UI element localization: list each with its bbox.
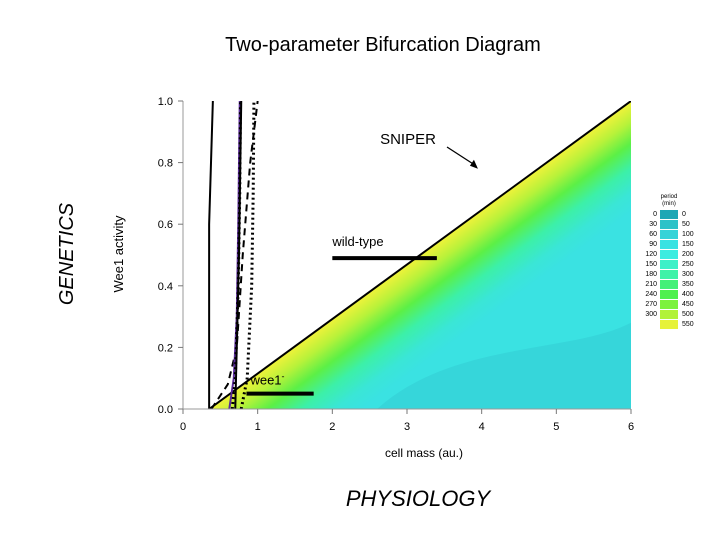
sniper-arrow-head — [469, 159, 478, 169]
x-tick-label: 0 — [180, 421, 186, 433]
legend-right-value: 50 — [682, 221, 690, 228]
legend-left-value: 60 — [649, 231, 657, 238]
x-axis-label: cell mass (au.) — [385, 446, 463, 460]
legend-swatch — [660, 240, 678, 249]
sniper-arrow-line — [446, 146, 477, 167]
legend-left-value: 240 — [645, 291, 657, 298]
legend-right-value: 550 — [682, 321, 694, 328]
legend-swatch — [660, 260, 678, 269]
x-tick-label: 3 — [404, 421, 410, 433]
legend-swatch — [660, 220, 678, 229]
legend-left-value: 90 — [649, 241, 657, 248]
y-axis-label: Wee1 activity — [111, 215, 126, 293]
y-tick-label: 0.8 — [158, 158, 173, 170]
bifurcation-curves — [208, 101, 259, 409]
bifurcation-curve-1 — [210, 101, 259, 409]
legend-title: period — [661, 194, 678, 200]
annotations: SNIPER — [380, 131, 478, 169]
legend-swatch — [660, 290, 678, 299]
y-tick-label: 0.4 — [158, 281, 173, 293]
genetics-label: GENETICS — [56, 202, 78, 305]
legend-left-value: 180 — [645, 271, 657, 278]
y-tick-label: 0.6 — [158, 219, 173, 231]
legend-left-value: 30 — [649, 221, 657, 228]
legend-right-value: 100 — [682, 231, 694, 238]
physiology-label: PHYSIOLOGY — [346, 486, 492, 511]
legend-left-value: 270 — [645, 301, 657, 308]
marker-label: wild-type — [331, 234, 383, 249]
chart-title: Two-parameter Bifurcation Diagram — [225, 34, 541, 56]
legend-swatch — [660, 210, 678, 219]
legend-left-value: 120 — [645, 251, 657, 258]
axis-ticks: 0 1 2 3 4 5 6 0.0 0.2 0.4 0.6 0.8 1.0 — [158, 96, 634, 433]
legend-right-value: 350 — [682, 281, 694, 288]
sniper-curve — [208, 101, 631, 409]
x-tick-label: 2 — [329, 421, 335, 433]
legend-swatch — [660, 300, 678, 309]
legend-left-value: 300 — [645, 311, 657, 318]
sniper-label: SNIPER — [380, 131, 436, 148]
legend-swatch — [660, 270, 678, 279]
legend-right-value: 500 — [682, 311, 694, 318]
x-tick-label: 1 — [255, 421, 261, 433]
plot-area — [183, 101, 631, 409]
legend-left-value: 150 — [645, 261, 657, 268]
legend-title: (min) — [662, 201, 676, 207]
legend-left-value: 210 — [645, 281, 657, 288]
legend-swatch — [660, 280, 678, 289]
y-tick-label: 0.0 — [158, 404, 173, 416]
condition-markers: wild-type wee1- — [246, 234, 437, 396]
legend-right-value: 300 — [682, 271, 694, 278]
y-tick-label: 0.2 — [158, 342, 173, 354]
legend-swatch — [660, 250, 678, 259]
x-tick-label: 4 — [479, 421, 485, 433]
legend-left-value: 0 — [653, 211, 657, 218]
long-period-shade — [377, 322, 631, 409]
marker-label: wee1- — [249, 372, 284, 388]
period-legend: period(min) 0 30 60 90 120 150 180 210 240 270 300 0… — [645, 194, 694, 329]
bifurcation-curve-5 — [234, 101, 243, 409]
legend-swatch — [660, 230, 678, 239]
legend-right-value: 200 — [682, 251, 694, 258]
axes: 0 1 2 3 4 5 6 0.0 0.2 0.4 0.6 0.8 1.0 — [158, 96, 634, 433]
x-tick-label: 6 — [628, 421, 634, 433]
legend-swatch — [660, 320, 678, 329]
bifurcation-curve-4 — [239, 101, 256, 409]
x-tick-label: 5 — [553, 421, 559, 433]
y-tick-label: 1.0 — [158, 96, 173, 108]
legend-right-value: 450 — [682, 301, 694, 308]
legend-swatch — [660, 310, 678, 319]
legend-right-value: 150 — [682, 241, 694, 248]
legend-right-value: 0 — [682, 211, 686, 218]
legend-right-value: 250 — [682, 261, 694, 268]
bifurcation-curve-0 — [208, 101, 214, 409]
legend-right-value: 400 — [682, 291, 694, 298]
